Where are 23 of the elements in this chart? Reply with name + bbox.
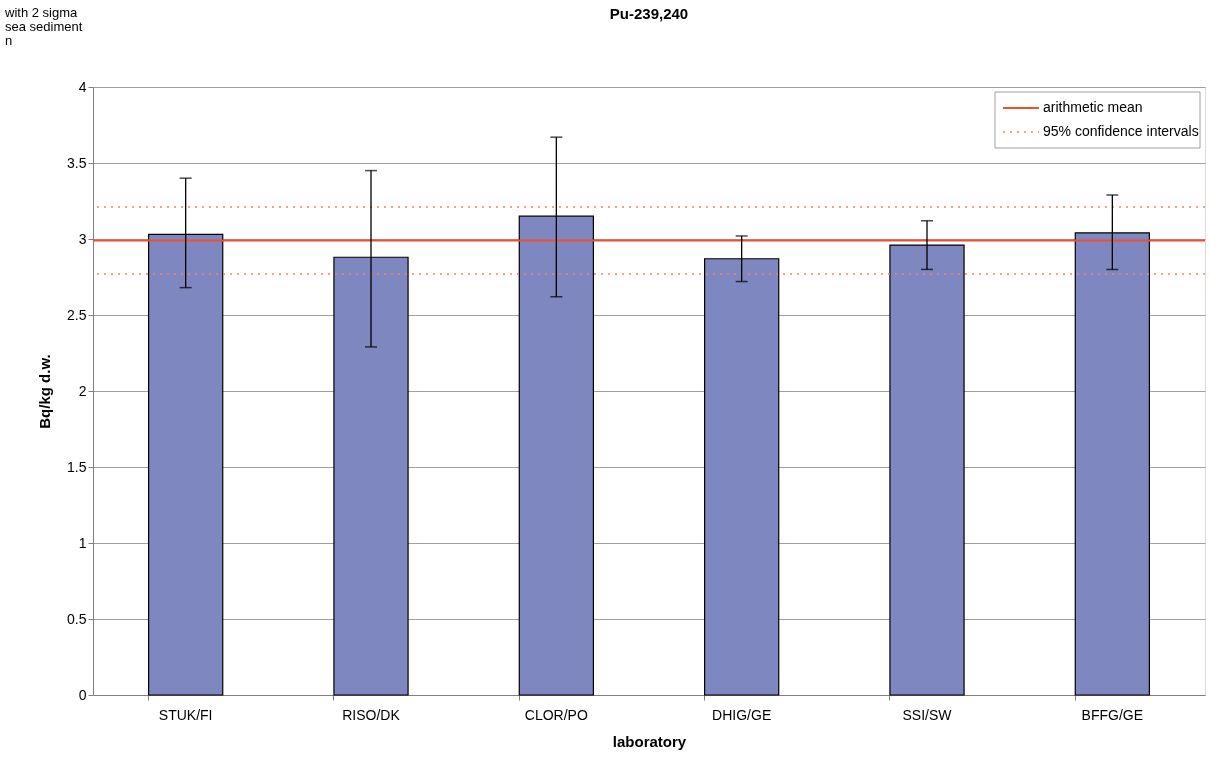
y-tick-label: 2 bbox=[78, 382, 87, 399]
x-tick-label: DHIG/GE bbox=[712, 706, 772, 723]
y-tick-label: 3.5 bbox=[67, 154, 87, 171]
y-tick-label: 0.5 bbox=[67, 610, 87, 627]
legend-label: 95% confidence intervals bbox=[1043, 123, 1199, 139]
y-tick-label: 1.5 bbox=[67, 458, 87, 475]
x-tick-label: RISO/DK bbox=[342, 706, 401, 723]
y-axis-title: Bq/kg d.w. bbox=[36, 354, 54, 429]
x-tick-label: CLOR/PO bbox=[524, 706, 588, 723]
x-tick-label: SSI/SW bbox=[902, 706, 953, 723]
y-tick-label: 1 bbox=[78, 534, 87, 551]
legend-label: arithmetic mean bbox=[1043, 99, 1143, 115]
x-axis-title: laboratory bbox=[612, 732, 687, 750]
x-tick-label: STUK/FI bbox=[158, 706, 213, 723]
x-tick-label: BFFG/GE bbox=[1081, 706, 1144, 723]
text: n bbox=[5, 33, 13, 48]
y-tick-label: 4 bbox=[78, 78, 87, 95]
text: sea sediment bbox=[5, 19, 83, 34]
chart-title: Pu-239,240 bbox=[609, 5, 689, 22]
text: with 2 sigma bbox=[4, 5, 79, 20]
y-tick-label: 0 bbox=[78, 686, 87, 703]
y-tick-label: 2.5 bbox=[67, 306, 87, 323]
y-tick-label: 3 bbox=[78, 230, 87, 247]
